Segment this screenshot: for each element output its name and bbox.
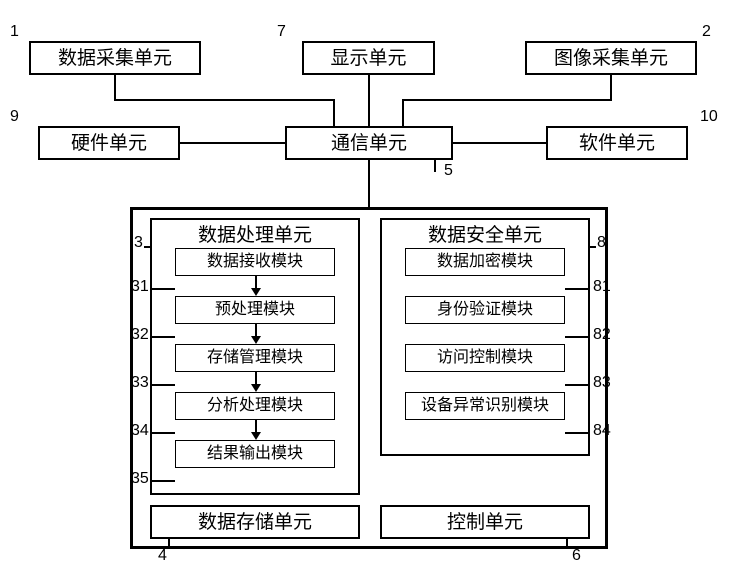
num-10: 10 [700, 108, 718, 126]
col-right-title: 数据安全单元 [382, 226, 588, 245]
sub-81: 数据加密模块 [405, 248, 565, 276]
arrow-down-icon [251, 324, 261, 344]
sub-82: 身份验证模块 [405, 296, 565, 324]
leader [151, 480, 175, 482]
leader-6 [566, 539, 568, 549]
box-hardware: 硬件单元 [38, 126, 180, 160]
arrow-down-icon [251, 372, 261, 392]
leader [151, 336, 175, 338]
leader [151, 288, 175, 290]
leader [151, 432, 175, 434]
conn [453, 142, 546, 144]
label: 软件单元 [579, 134, 655, 153]
sub-84: 设备异常识别模块 [405, 392, 565, 420]
sub-35: 结果输出模块 [175, 440, 335, 468]
num-35: 35 [131, 470, 149, 488]
label: 数据加密模块 [437, 254, 533, 270]
leader [565, 336, 589, 338]
box-storage: 数据存储单元 [150, 505, 360, 539]
num-5: 5 [444, 162, 453, 180]
num-2: 2 [702, 23, 711, 41]
label: 身份验证模块 [437, 302, 533, 318]
box-display: 显示单元 [302, 41, 435, 75]
leader [565, 288, 589, 290]
conn [610, 75, 612, 101]
box-comm: 通信单元 [285, 126, 453, 160]
leader-3 [144, 246, 152, 248]
label: 结果输出模块 [207, 446, 303, 462]
sub-33: 存储管理模块 [175, 344, 335, 372]
num-32: 32 [131, 326, 149, 344]
leader [151, 384, 175, 386]
conn [114, 75, 116, 101]
num-31: 31 [131, 278, 149, 296]
leader [565, 384, 589, 386]
num-7: 7 [277, 23, 286, 41]
label: 数据存储单元 [198, 513, 312, 532]
diagram-canvas: 数据采集单元 1 显示单元 7 图像采集单元 2 硬件单元 9 通信单元 5 软… [0, 0, 746, 569]
label: 分析处理模块 [207, 398, 303, 414]
num-3: 3 [134, 234, 143, 252]
leader [565, 432, 589, 434]
label: 访问控制模块 [437, 350, 533, 366]
conn [402, 99, 404, 126]
num-1: 1 [10, 23, 19, 41]
box-data-collect: 数据采集单元 [29, 41, 201, 75]
col-left-title: 数据处理单元 [152, 226, 358, 245]
label: 图像采集单元 [554, 49, 668, 68]
arrow-down-icon [251, 420, 261, 440]
box-software: 软件单元 [546, 126, 688, 160]
num-34: 34 [131, 422, 149, 440]
num-82: 82 [593, 326, 611, 344]
num-83: 83 [593, 374, 611, 392]
sub-83: 访问控制模块 [405, 344, 565, 372]
leader-8 [588, 246, 596, 248]
conn [333, 99, 335, 126]
sub-31: 数据接收模块 [175, 248, 335, 276]
label: 设备异常识别模块 [421, 398, 549, 414]
num-6: 6 [572, 547, 581, 565]
arrow-down-icon [251, 276, 261, 296]
num-8: 8 [597, 234, 606, 252]
label: 通信单元 [331, 134, 407, 153]
conn [368, 160, 370, 207]
label: 预处理模块 [215, 302, 295, 318]
conn [368, 75, 370, 126]
num-33: 33 [131, 374, 149, 392]
box-image-collect: 图像采集单元 [525, 41, 697, 75]
label: 数据接收模块 [207, 254, 303, 270]
num-4: 4 [158, 547, 167, 565]
conn [402, 99, 612, 101]
label: 显示单元 [330, 49, 406, 68]
label: 硬件单元 [71, 134, 147, 153]
sub-34: 分析处理模块 [175, 392, 335, 420]
conn [114, 99, 334, 101]
box-control: 控制单元 [380, 505, 590, 539]
conn [180, 142, 285, 144]
sub-32: 预处理模块 [175, 296, 335, 324]
label: 数据采集单元 [58, 49, 172, 68]
label: 存储管理模块 [207, 350, 303, 366]
num-81: 81 [593, 278, 611, 296]
label: 控制单元 [447, 513, 523, 532]
num-84: 84 [593, 422, 611, 440]
leader-4 [168, 539, 170, 549]
leader-5 [434, 160, 436, 172]
num-9: 9 [10, 108, 19, 126]
